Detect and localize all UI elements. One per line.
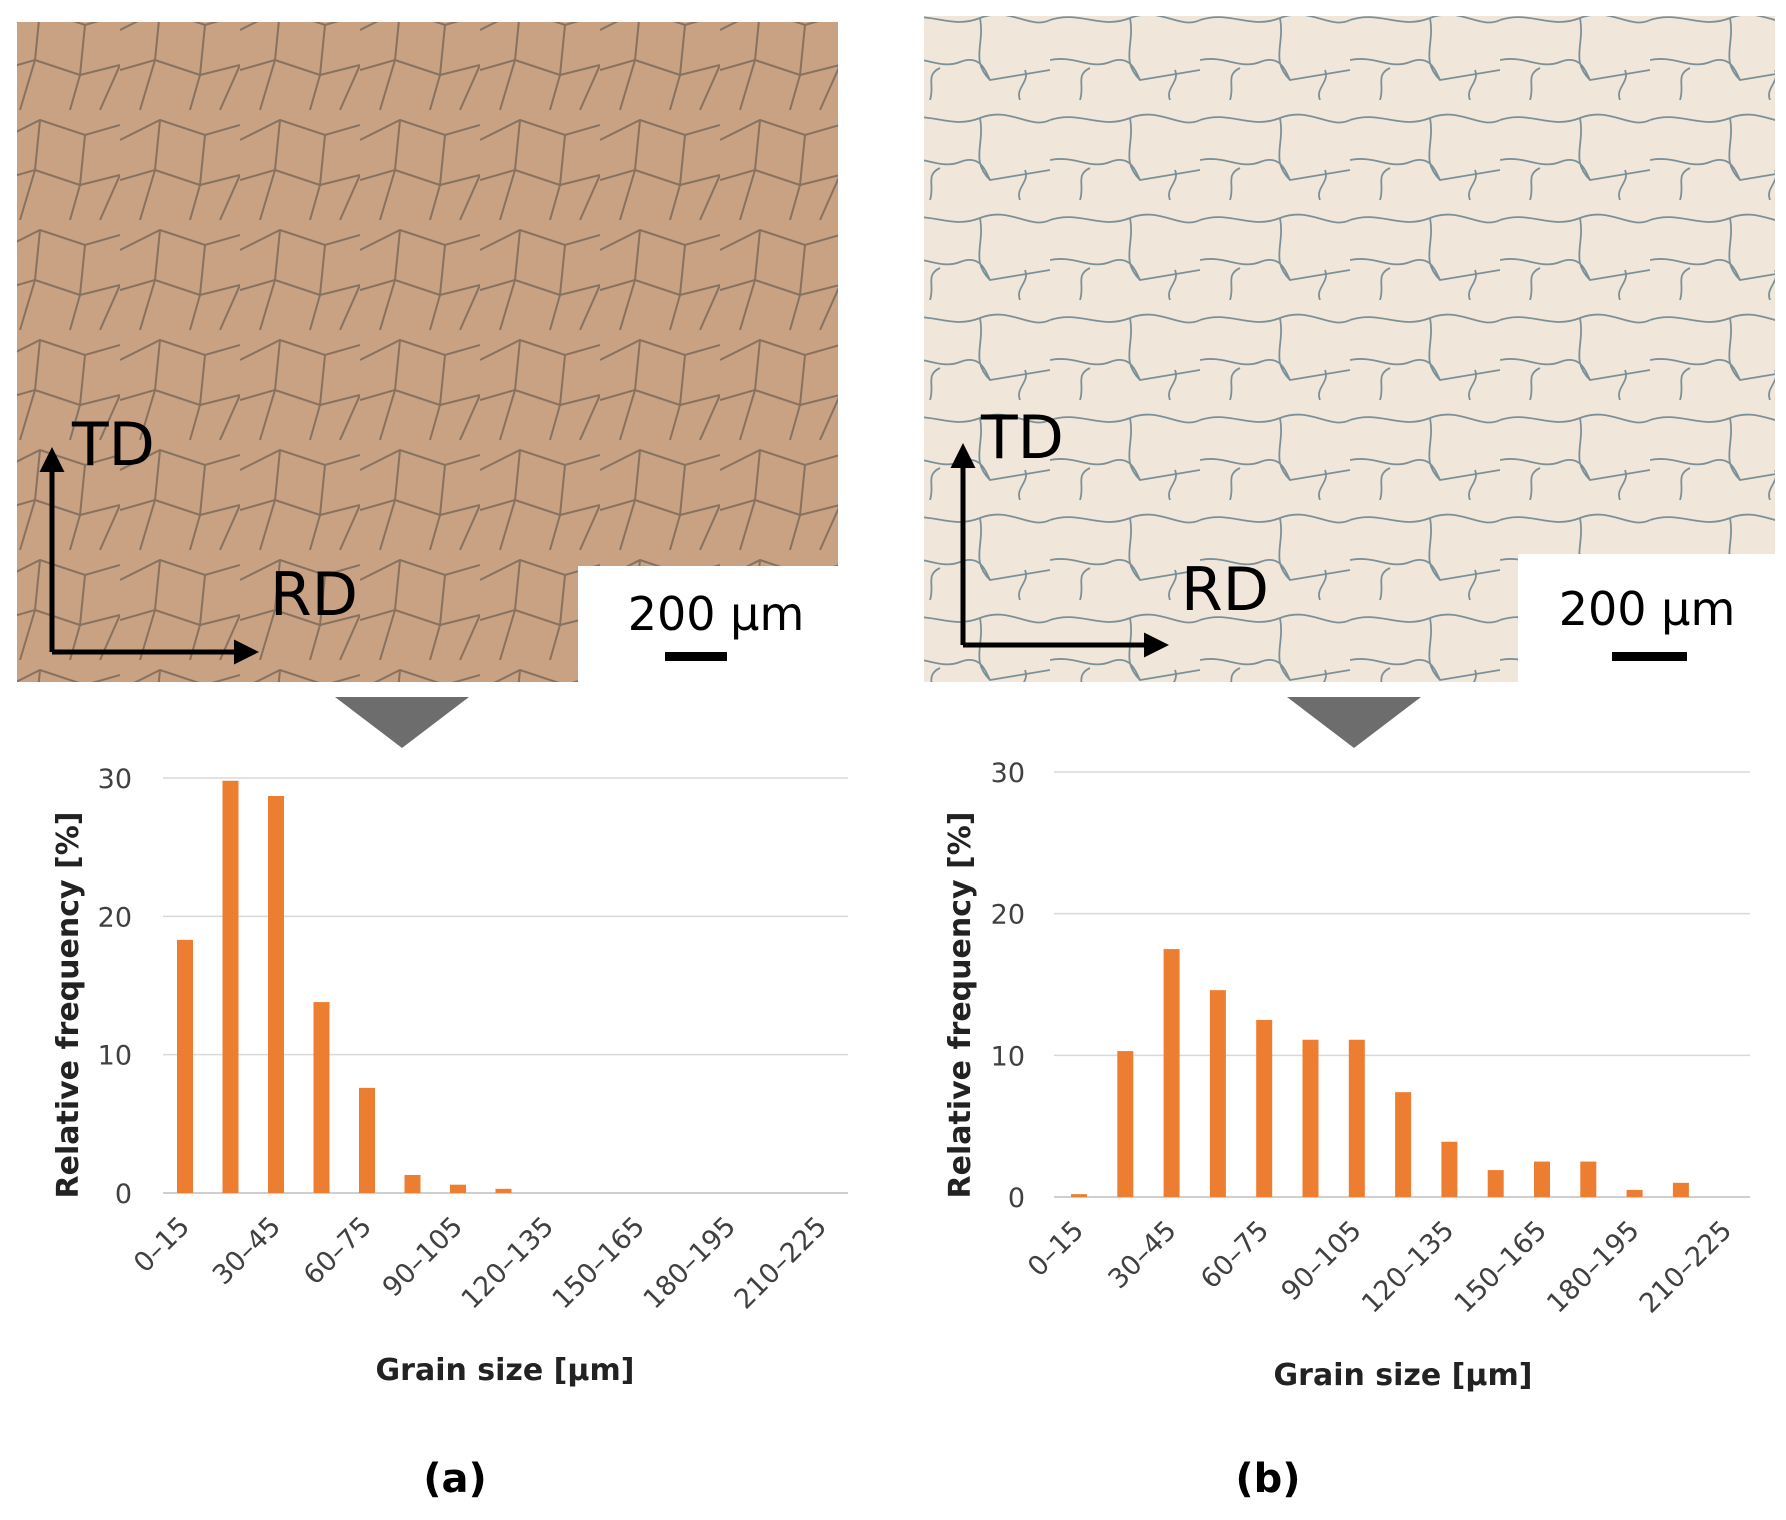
bar-165–180	[1580, 1161, 1597, 1197]
down-arrow-a	[335, 697, 469, 748]
bar-30–45	[1163, 949, 1180, 1197]
micrograph-a-scale-bar	[665, 652, 727, 661]
bar-15–30	[222, 780, 239, 1193]
bar-150–165	[1534, 1161, 1550, 1197]
bar-75–90	[1302, 1039, 1319, 1197]
bar-90–105	[450, 1184, 466, 1193]
micrograph-b-td-label: TD	[980, 403, 1064, 473]
panel-label-b: (b)	[1235, 1456, 1300, 1502]
y-tick-label: 30	[991, 758, 1025, 789]
micrograph-b-scale-bar	[1612, 652, 1687, 661]
x-tick-label: 60–75	[298, 1211, 378, 1291]
x-tick-label: 0–15	[1022, 1215, 1090, 1283]
chart-a-x-ticks: 0–15 30–45 60–7590–105120–135150–165180–19…	[128, 1211, 833, 1315]
chart-b-bars	[1071, 949, 1689, 1197]
chart-b-y-ticks: 0 10 20 30	[991, 758, 1025, 1214]
bar-15–30	[1117, 1051, 1134, 1197]
micrograph-a-rd-label: RD	[270, 560, 358, 630]
x-tick-label: 210–225	[729, 1211, 833, 1315]
chart-a-gridlines	[163, 777, 848, 1194]
chart-a-y-ticks: 0 10 20 30	[98, 764, 132, 1210]
bar-75–90	[404, 1175, 421, 1193]
bar-105–120	[495, 1188, 512, 1193]
micrograph-a-td-label: TD	[71, 410, 155, 480]
bar-120–135	[1441, 1141, 1458, 1197]
y-tick-label: 0	[1008, 1183, 1025, 1214]
x-tick-label: 120–135	[1356, 1215, 1460, 1319]
micrograph-a-scale-label: 200 µm	[628, 587, 805, 641]
micrograph-b: 200 µm TD RD	[924, 16, 1775, 682]
micrograph-b-scale-label: 200 µm	[1559, 582, 1736, 636]
bar-0–15	[177, 939, 193, 1193]
x-tick-label: 90–105	[377, 1211, 469, 1303]
micrograph-b-rd-label: RD	[1181, 555, 1269, 625]
y-tick-label: 10	[98, 1041, 132, 1072]
micrograph-a: 200 µm TD RD	[17, 22, 838, 682]
down-arrow-b	[1287, 697, 1421, 748]
bar-45–60	[313, 1002, 330, 1193]
x-tick-label: 60–75	[1195, 1215, 1275, 1295]
chart-a-bars	[177, 780, 512, 1193]
y-tick-label: 20	[991, 900, 1025, 931]
panel-label-a: (a)	[423, 1456, 487, 1502]
x-tick-label: 120–135	[456, 1211, 560, 1315]
bar-105–120	[1395, 1092, 1412, 1197]
x-tick-label: 30–45	[1102, 1215, 1182, 1295]
chart-a: 0 10 20 30 0–15 30–45 60–7590–105120–135150–1…	[51, 764, 848, 1388]
bar-45–60	[1209, 990, 1226, 1197]
y-tick-label: 10	[991, 1041, 1025, 1072]
bar-135–150	[1487, 1170, 1504, 1197]
bar-90–105	[1348, 1039, 1365, 1197]
bar-195–210	[1672, 1182, 1689, 1197]
y-tick-label: 30	[98, 764, 132, 795]
x-tick-label: 180–195	[1541, 1215, 1645, 1319]
bar-180–195	[1626, 1189, 1643, 1197]
chart-b-x-title: Grain size [µm]	[1274, 1358, 1533, 1393]
x-tick-label: 90–105	[1276, 1215, 1368, 1307]
x-tick-label: 210–225	[1634, 1215, 1738, 1319]
micrograph-a-scale-box	[578, 566, 838, 682]
x-tick-label: 150–165	[547, 1211, 651, 1315]
x-tick-label: 0–15	[128, 1211, 196, 1279]
bar-60–75	[1256, 1019, 1273, 1197]
y-tick-label: 0	[115, 1179, 132, 1210]
chart-a-x-title: Grain size [µm]	[376, 1353, 635, 1388]
x-tick-label: 150–165	[1449, 1215, 1553, 1319]
chart-b-x-ticks: 0–15 30–45 60–75 90–105120–135150–165180–19…	[1022, 1215, 1738, 1319]
chart-b-y-title: Relative frequency [%]	[943, 812, 978, 1199]
bar-30–45	[268, 795, 284, 1193]
bar-60–75	[359, 1087, 375, 1193]
x-tick-label: 30–45	[207, 1211, 287, 1291]
bar-0–15	[1071, 1194, 1087, 1197]
chart-b: 0 10 20 30 0–15 30–45 60–75 90–105120–135150–1…	[943, 758, 1750, 1393]
x-tick-label: 180–195	[638, 1211, 742, 1315]
chart-a-y-title: Relative frequency [%]	[51, 812, 86, 1199]
y-tick-label: 20	[98, 902, 132, 933]
